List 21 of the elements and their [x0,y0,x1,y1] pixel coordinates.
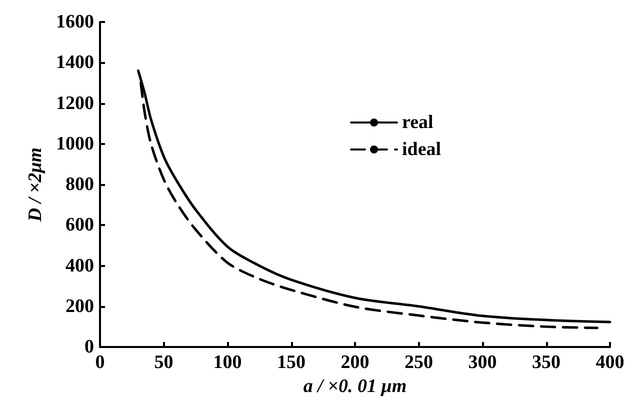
y-tick-label: 200 [66,296,94,317]
legend-label: real [402,112,434,133]
x-tick-label: 150 [277,352,306,373]
y-tick-label: 0 [84,336,94,358]
y-tick-label: 800 [66,174,94,195]
x-tick-label: 50 [154,352,174,373]
x-axis-title: a / ×0. 01 μm [303,376,407,397]
y-tick-label: 1600 [56,12,94,32]
x-tick-label: 100 [213,352,242,373]
y-tick-label: 1200 [56,92,94,114]
legend-label: ideal [402,139,442,160]
x-tick-label: 300 [468,352,497,373]
y-tick-label: 400 [66,255,94,276]
x-tick-label: 350 [532,352,560,373]
x-tick-label: 400 [596,352,624,373]
y-axis-title: D / ×2μm [25,147,46,223]
y-tick-label: 1000 [56,133,94,154]
x-tick-label: 250 [404,352,433,373]
x-tick-label: 200 [340,352,370,373]
y-tick-label: 1400 [56,52,94,74]
y-tick-label: 600 [66,214,94,236]
